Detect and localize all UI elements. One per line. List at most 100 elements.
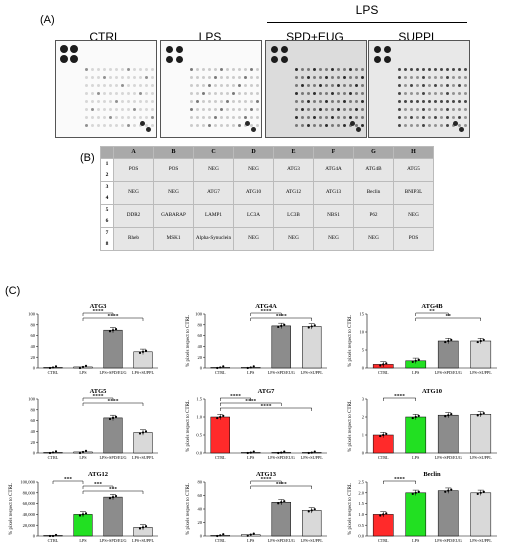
- blot-spot: [433, 107, 437, 111]
- y-tick-label: 0: [33, 366, 36, 371]
- y-tick-label: 5: [362, 348, 365, 353]
- blot-spot: [312, 75, 316, 79]
- blot-spot: [354, 91, 358, 95]
- blot-spot: [463, 123, 467, 127]
- data-point: [141, 431, 145, 434]
- x-tick-label: LPS: [412, 538, 420, 543]
- blot-spot: [300, 75, 304, 79]
- x-tick-label: LPS: [247, 370, 255, 375]
- blot-spot: [231, 115, 235, 119]
- blot-spot: [150, 107, 154, 111]
- x-tick-label: LPS+SUPPL: [132, 455, 155, 460]
- blot-spot: [84, 107, 88, 111]
- x-tick-label: LPS+SUPPL: [470, 370, 493, 375]
- blot-spot: [189, 99, 193, 103]
- data-point: [479, 413, 482, 416]
- blot-spot: [255, 75, 259, 79]
- data-point: [479, 339, 482, 343]
- blot-spot: [336, 115, 340, 119]
- significance-label: **: [429, 308, 435, 314]
- blot-spot: [421, 83, 425, 87]
- blot-spot: [219, 67, 223, 71]
- data-point: [476, 414, 479, 417]
- blot-spot: [207, 91, 211, 95]
- blot-spot: [294, 67, 298, 71]
- y-tick-label: 1.0: [358, 512, 364, 517]
- data-point: [54, 365, 58, 368]
- data-point: [54, 533, 58, 537]
- blot-spot: [439, 67, 443, 71]
- table-cell: P62: [353, 204, 394, 228]
- data-point: [222, 365, 225, 368]
- blot-spot: [463, 107, 467, 111]
- blot-spot: [415, 75, 419, 79]
- data-point: [219, 415, 222, 419]
- blot-spot: [312, 123, 316, 127]
- blot-spot: [96, 67, 100, 71]
- blot-spot: [132, 123, 136, 127]
- blot-spot: [108, 107, 112, 111]
- blot-spot: [445, 107, 449, 111]
- blot-spot: [126, 83, 130, 87]
- blot-spot: [138, 83, 142, 87]
- blot-spot: [324, 107, 328, 111]
- blot-spot: [102, 107, 106, 111]
- bar: [437, 340, 459, 369]
- x-tick-label: LPS+SPD/EUG: [268, 455, 295, 460]
- blot-spot: [237, 107, 241, 111]
- data-point: [411, 492, 414, 495]
- blot-spot: [207, 107, 211, 111]
- blot-spot: [108, 83, 112, 87]
- blot-spot: [433, 83, 437, 87]
- bar: [271, 325, 291, 369]
- data-point: [447, 489, 450, 492]
- blot-spot: [421, 107, 425, 111]
- blot-image-spd-eug: [265, 40, 367, 138]
- blot-spot: [213, 107, 217, 111]
- y-tick-label: 0: [200, 366, 203, 371]
- blot-spot: [445, 115, 449, 119]
- blot-spot: [165, 55, 173, 63]
- blot-spot: [145, 126, 151, 132]
- data-point: [51, 366, 55, 369]
- blot-spot: [403, 91, 407, 95]
- blot-spot: [421, 99, 425, 103]
- blot-spot: [342, 115, 346, 119]
- data-point: [447, 339, 450, 343]
- blot-spot: [213, 91, 217, 95]
- x-tick-label: CTRL: [378, 455, 389, 460]
- data-point: [246, 534, 249, 537]
- bar: [405, 492, 427, 537]
- blot-spot: [219, 107, 223, 111]
- bar: [210, 416, 230, 454]
- blot-spot: [427, 67, 431, 71]
- data-point: [379, 364, 382, 367]
- blot-spot: [132, 115, 136, 119]
- table-cell: GABARAP: [153, 204, 194, 228]
- blot-spot: [189, 91, 193, 95]
- y-tick-label: 0: [200, 534, 203, 539]
- blot-spot: [225, 123, 229, 127]
- blot-spot: [348, 75, 352, 79]
- bar: [73, 514, 93, 537]
- blot-spot: [354, 115, 358, 119]
- blot-spot: [120, 83, 124, 87]
- y-tick-label: 60: [198, 493, 203, 498]
- blot-spot: [312, 91, 316, 95]
- blot-spot: [255, 67, 259, 71]
- blot-spot: [415, 83, 419, 87]
- blot-spot: [84, 99, 88, 103]
- data-point: [385, 432, 388, 436]
- blot-spot: [354, 123, 358, 127]
- blot-spot: [270, 55, 278, 63]
- blot-spot: [457, 123, 461, 127]
- data-point: [414, 491, 417, 494]
- blot-spot: [249, 107, 253, 111]
- blot-spot: [300, 123, 304, 127]
- blot-spot: [373, 45, 381, 53]
- y-tick-label: 1.5: [196, 397, 202, 402]
- blot-spot: [439, 115, 443, 119]
- data-point: [111, 329, 115, 332]
- blot-spot: [439, 99, 443, 103]
- data-point: [482, 412, 485, 415]
